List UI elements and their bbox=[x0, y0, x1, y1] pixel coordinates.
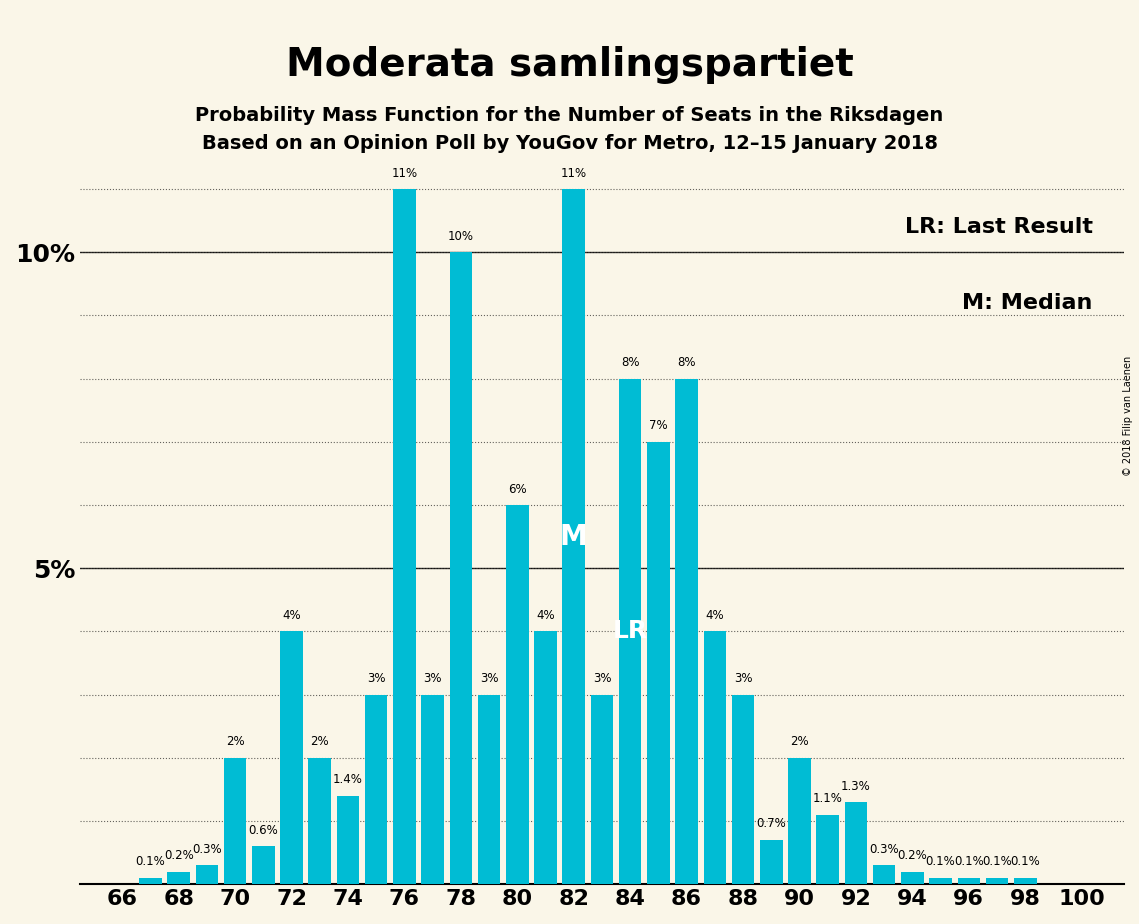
Text: 3%: 3% bbox=[734, 672, 752, 685]
Bar bbox=[506, 505, 528, 884]
Text: LR: Last Result: LR: Last Result bbox=[904, 217, 1092, 237]
Text: 7%: 7% bbox=[649, 419, 667, 432]
Bar bbox=[1014, 878, 1036, 884]
Bar bbox=[872, 865, 895, 884]
Bar bbox=[901, 871, 924, 884]
Text: 0.7%: 0.7% bbox=[756, 818, 786, 831]
Text: M: M bbox=[560, 523, 588, 551]
Bar bbox=[788, 758, 811, 884]
Bar bbox=[647, 442, 670, 884]
Text: 4%: 4% bbox=[705, 609, 724, 622]
Bar bbox=[675, 379, 698, 884]
Text: 3%: 3% bbox=[424, 672, 442, 685]
Text: 2%: 2% bbox=[226, 736, 245, 748]
Bar bbox=[817, 815, 839, 884]
Text: Moderata samlingspartiet: Moderata samlingspartiet bbox=[286, 46, 853, 84]
Text: 2%: 2% bbox=[790, 736, 809, 748]
Bar bbox=[845, 802, 867, 884]
Bar bbox=[534, 631, 557, 884]
Bar bbox=[167, 871, 190, 884]
Bar bbox=[704, 631, 726, 884]
Text: 4%: 4% bbox=[536, 609, 555, 622]
Text: 1.3%: 1.3% bbox=[841, 780, 871, 793]
Text: Probability Mass Function for the Number of Seats in the Riksdagen: Probability Mass Function for the Number… bbox=[196, 106, 943, 126]
Bar bbox=[563, 189, 585, 884]
Text: 4%: 4% bbox=[282, 609, 301, 622]
Text: 1.4%: 1.4% bbox=[333, 773, 363, 786]
Bar bbox=[958, 878, 980, 884]
Text: Based on an Opinion Poll by YouGov for Metro, 12–15 January 2018: Based on an Opinion Poll by YouGov for M… bbox=[202, 134, 937, 153]
Bar bbox=[196, 865, 219, 884]
Bar bbox=[139, 878, 162, 884]
Text: 1.1%: 1.1% bbox=[813, 792, 843, 805]
Text: 0.2%: 0.2% bbox=[164, 849, 194, 862]
Bar bbox=[280, 631, 303, 884]
Bar bbox=[985, 878, 1008, 884]
Bar bbox=[477, 695, 500, 884]
Text: 0.1%: 0.1% bbox=[926, 856, 956, 869]
Text: 3%: 3% bbox=[367, 672, 385, 685]
Text: 8%: 8% bbox=[678, 356, 696, 370]
Text: © 2018 Filip van Laenen: © 2018 Filip van Laenen bbox=[1123, 356, 1133, 476]
Text: 0.1%: 0.1% bbox=[1010, 856, 1040, 869]
Text: 10%: 10% bbox=[448, 230, 474, 243]
Bar bbox=[252, 846, 274, 884]
Bar bbox=[450, 252, 473, 884]
Bar bbox=[929, 878, 952, 884]
Text: 0.1%: 0.1% bbox=[954, 856, 984, 869]
Text: 6%: 6% bbox=[508, 482, 526, 495]
Text: 0.1%: 0.1% bbox=[136, 856, 165, 869]
Text: 0.3%: 0.3% bbox=[192, 843, 222, 856]
Text: 3%: 3% bbox=[480, 672, 498, 685]
Text: 0.1%: 0.1% bbox=[982, 856, 1011, 869]
Bar bbox=[421, 695, 444, 884]
Bar bbox=[591, 695, 613, 884]
Text: 2%: 2% bbox=[311, 736, 329, 748]
Bar bbox=[364, 695, 387, 884]
Text: 8%: 8% bbox=[621, 356, 639, 370]
Bar bbox=[731, 695, 754, 884]
Bar bbox=[618, 379, 641, 884]
Bar bbox=[309, 758, 331, 884]
Text: 0.2%: 0.2% bbox=[898, 849, 927, 862]
Text: 0.3%: 0.3% bbox=[869, 843, 899, 856]
Text: 0.6%: 0.6% bbox=[248, 824, 278, 837]
Text: 11%: 11% bbox=[392, 166, 418, 179]
Text: LR: LR bbox=[613, 619, 648, 643]
Text: 11%: 11% bbox=[560, 166, 587, 179]
Bar bbox=[337, 796, 359, 884]
Bar bbox=[223, 758, 246, 884]
Text: M: Median: M: Median bbox=[962, 293, 1092, 312]
Bar bbox=[393, 189, 416, 884]
Bar bbox=[760, 840, 782, 884]
Text: 3%: 3% bbox=[592, 672, 612, 685]
